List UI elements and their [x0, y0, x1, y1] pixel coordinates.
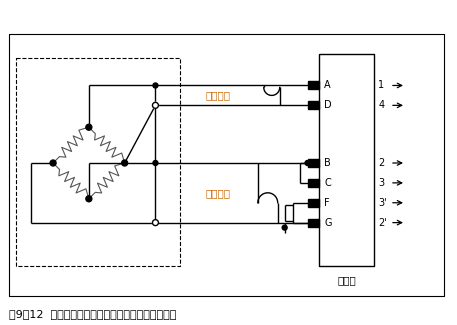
Bar — [308, 179, 319, 187]
Circle shape — [86, 124, 92, 130]
Text: 3': 3' — [378, 198, 387, 208]
Circle shape — [153, 220, 159, 226]
Text: G: G — [324, 218, 332, 227]
Bar — [308, 159, 319, 167]
Circle shape — [122, 160, 128, 166]
Bar — [308, 101, 319, 109]
Text: 放大器: 放大器 — [337, 275, 356, 285]
Text: A: A — [324, 81, 331, 90]
Circle shape — [50, 160, 56, 166]
Text: B: B — [324, 158, 331, 168]
Bar — [308, 219, 319, 227]
Circle shape — [153, 102, 159, 108]
Text: 4: 4 — [378, 100, 384, 110]
Text: 2: 2 — [378, 158, 384, 168]
Text: 信号电压: 信号电压 — [205, 90, 230, 100]
Circle shape — [153, 161, 158, 165]
Text: F: F — [324, 198, 330, 208]
Text: 3: 3 — [378, 178, 384, 188]
Text: D: D — [324, 100, 332, 110]
Circle shape — [86, 196, 92, 202]
Circle shape — [153, 83, 158, 88]
Text: C: C — [324, 178, 331, 188]
Text: 1: 1 — [378, 81, 384, 90]
Circle shape — [305, 161, 310, 165]
Text: 图9－12  四线制传感器与六线制测量放大器的连接。: 图9－12 四线制传感器与六线制测量放大器的连接。 — [9, 309, 177, 319]
Text: 供电电压: 供电电压 — [205, 188, 230, 198]
Text: 2': 2' — [378, 218, 387, 227]
Bar — [308, 199, 319, 207]
Circle shape — [282, 225, 287, 230]
Bar — [308, 82, 319, 89]
